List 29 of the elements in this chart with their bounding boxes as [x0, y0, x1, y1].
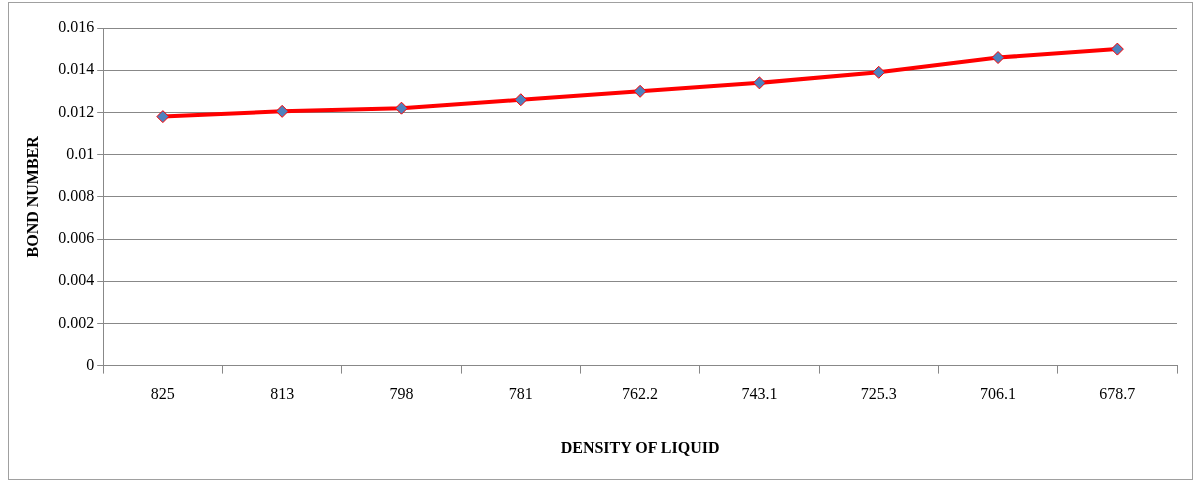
- x-tick-label: 678.7: [1099, 385, 1136, 403]
- x-tick-label: 762.2: [622, 385, 659, 403]
- x-axis-title: DENSITY OF LIQUID: [560, 438, 720, 456]
- point: [1110, 42, 1124, 56]
- point: [633, 84, 647, 98]
- y-tick-label: 0.002: [58, 313, 95, 331]
- x-tick-label: 706.1: [980, 385, 1017, 403]
- point: [514, 93, 528, 107]
- point: [275, 104, 289, 118]
- x-tick-label: 743.1: [741, 385, 778, 403]
- y-tick-label: 0.012: [58, 102, 95, 120]
- point: [156, 110, 170, 124]
- y-tick-label: 0.008: [58, 187, 95, 204]
- x-tick-label: 798: [389, 385, 414, 403]
- x-tick-label: 725.3: [860, 385, 897, 403]
- y-tick-label: 0.006: [58, 229, 95, 247]
- x-tick-label: 825: [150, 385, 175, 403]
- y-axis-title: BOND NUMBER: [23, 135, 41, 258]
- y-tick-label: 0: [86, 355, 95, 373]
- y-tick-label: 0.016: [58, 18, 95, 36]
- x-tick-label: 781: [508, 385, 533, 403]
- x-tick-label: 813: [270, 385, 295, 403]
- point: [991, 51, 1005, 65]
- point: [872, 65, 886, 79]
- y-tick-label: 0.014: [58, 60, 95, 78]
- point: [752, 76, 766, 90]
- y-tick-label: 0.004: [58, 271, 95, 289]
- y-tick-label: 0.01: [66, 144, 95, 162]
- point: [394, 101, 408, 115]
